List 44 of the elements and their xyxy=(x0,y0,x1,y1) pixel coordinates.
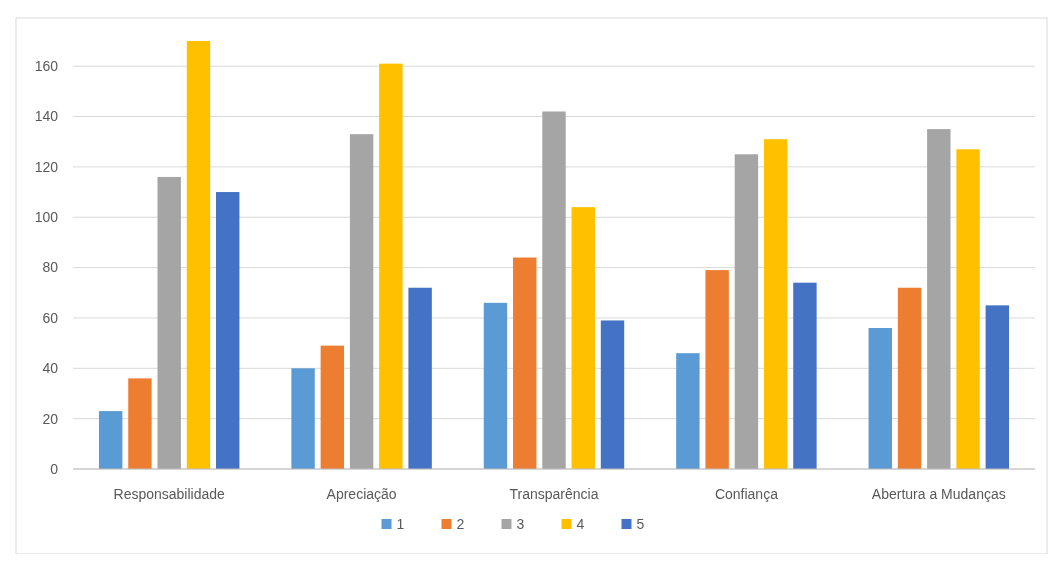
bar xyxy=(483,302,508,469)
bar xyxy=(291,368,315,469)
bar xyxy=(186,41,211,469)
bar xyxy=(763,139,788,469)
y-tick-label: 140 xyxy=(34,108,59,125)
bar xyxy=(676,353,700,469)
bar xyxy=(513,257,537,469)
y-tick-label: 0 xyxy=(50,460,59,477)
legend-label: 5 xyxy=(636,515,645,532)
bar xyxy=(868,328,892,469)
x-tick-label: Apreciação xyxy=(326,486,397,502)
bar xyxy=(216,192,240,469)
y-tick-label: 120 xyxy=(34,158,59,175)
bar xyxy=(927,129,951,469)
bar xyxy=(985,305,1010,469)
legend-label: 2 xyxy=(456,515,465,532)
bar xyxy=(320,345,345,469)
bar xyxy=(408,287,432,469)
legend-label: 4 xyxy=(576,515,585,532)
bar xyxy=(897,287,922,469)
bar xyxy=(793,282,817,469)
legend-label: 3 xyxy=(516,515,525,532)
x-tick-label: Transparência xyxy=(509,486,599,502)
x-tick-label: Confiança xyxy=(714,486,779,502)
bar xyxy=(379,63,403,469)
y-tick-label: 20 xyxy=(42,410,59,427)
bar xyxy=(542,111,566,469)
y-tick-label: 80 xyxy=(42,259,59,276)
y-tick-label: 100 xyxy=(34,209,59,226)
y-tick-label: 160 xyxy=(34,58,59,75)
bar xyxy=(734,154,759,469)
bar xyxy=(157,176,181,469)
bar xyxy=(349,134,374,469)
bar xyxy=(128,378,152,469)
bar xyxy=(705,270,729,469)
x-tick-label: Abertura a Mudanças xyxy=(871,486,1006,502)
bar xyxy=(98,411,123,469)
y-tick-label: 60 xyxy=(42,309,59,326)
bar xyxy=(600,320,625,469)
x-tick-label: Responsabilidade xyxy=(113,486,226,502)
bar xyxy=(571,207,595,469)
bar xyxy=(956,149,980,469)
legend-label: 1 xyxy=(396,515,405,532)
y-tick-label: 40 xyxy=(42,360,59,377)
